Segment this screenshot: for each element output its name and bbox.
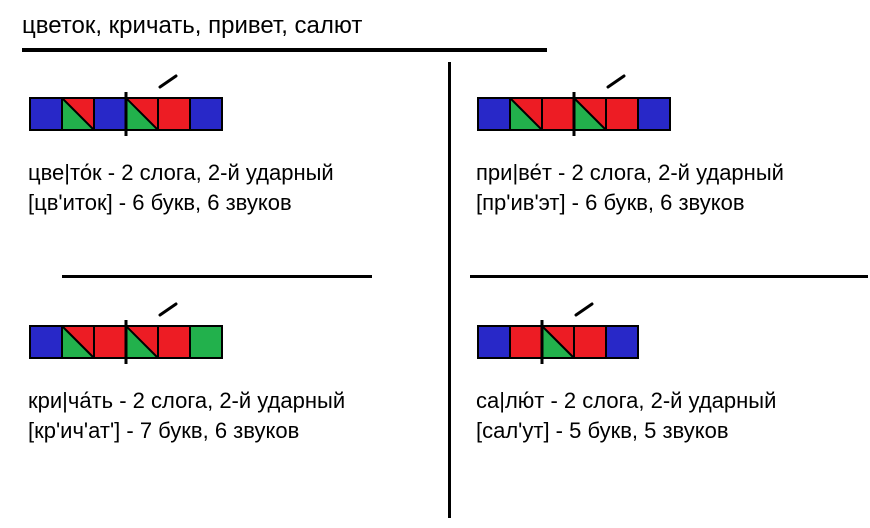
transcription-line: [сал'ут] - 5 букв, 5 звуков (476, 418, 866, 444)
word-panel-salyut: са|лю́т - 2 слога, 2-й ударный [сал'ут] -… (476, 326, 866, 444)
sound-scheme (28, 98, 418, 146)
sound-scheme (28, 326, 418, 374)
sound-scheme (476, 326, 866, 374)
transcription-line: [пр'ив'эт] - 6 букв, 6 звуков (476, 190, 866, 216)
syllable-line: цве|то́к - 2 слога, 2-й ударный (28, 160, 418, 186)
transcription-line: [цв'иток] - 6 букв, 6 звуков (28, 190, 418, 216)
syllable-line: кри|ча́ть - 2 слога, 2-й ударный (28, 388, 418, 414)
word-panel-tsvetok: цве|то́к - 2 слога, 2-й ударный [цв'иток]… (28, 98, 418, 216)
transcription-line: [кр'ич'ат'] - 7 букв, 6 звуков (28, 418, 418, 444)
vertical-divider (448, 62, 451, 518)
section-divider (62, 275, 372, 278)
sound-scheme (476, 98, 866, 146)
page-title: цветок, кричать, привет, салют (22, 12, 362, 40)
title-underline (22, 48, 547, 52)
syllable-line: са|лю́т - 2 слога, 2-й ударный (476, 388, 866, 414)
word-panel-privet: при|ве́т - 2 слога, 2-й ударный [пр'ив'эт… (476, 98, 866, 216)
section-divider (470, 275, 868, 278)
syllable-line: при|ве́т - 2 слога, 2-й ударный (476, 160, 866, 186)
word-panel-krichat: кри|ча́ть - 2 слога, 2-й ударный [кр'ич'а… (28, 326, 418, 444)
